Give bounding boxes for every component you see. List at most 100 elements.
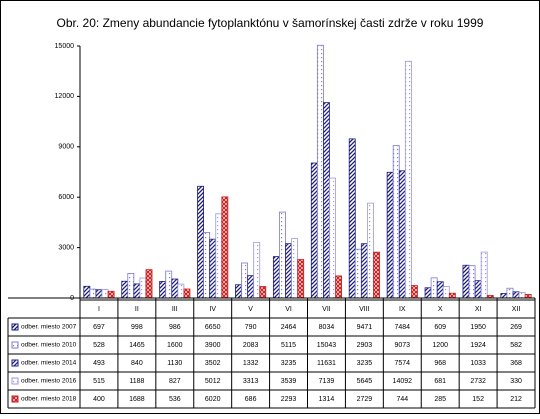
bar bbox=[506, 287, 514, 299]
bar bbox=[348, 138, 356, 299]
bar bbox=[386, 171, 394, 299]
table-value: 1200 bbox=[432, 342, 448, 349]
bar bbox=[215, 213, 223, 299]
bar bbox=[171, 278, 179, 299]
table-value: 6020 bbox=[205, 396, 221, 403]
legend-label: odber. miesto 2018 bbox=[21, 396, 77, 403]
table-value: 15043 bbox=[317, 342, 337, 349]
table-value: 5115 bbox=[281, 342, 296, 349]
table-value: 8034 bbox=[319, 324, 335, 331]
x-tick-label: VI bbox=[285, 306, 292, 313]
bar bbox=[410, 285, 418, 299]
bar bbox=[430, 277, 438, 299]
table-value: 14092 bbox=[393, 378, 413, 385]
table-value: 2732 bbox=[470, 378, 486, 385]
bar bbox=[373, 251, 380, 299]
bar bbox=[316, 44, 324, 299]
bar bbox=[221, 196, 229, 299]
bar bbox=[367, 202, 374, 299]
table-value: 1332 bbox=[243, 360, 259, 367]
table-value: 528 bbox=[93, 342, 105, 349]
table-value: 1950 bbox=[470, 324, 486, 331]
bar bbox=[462, 264, 470, 299]
bar bbox=[392, 145, 400, 299]
legend-swatch bbox=[11, 359, 19, 367]
legend-swatch bbox=[11, 395, 19, 403]
legend-label: odber. miesto 2014 bbox=[21, 360, 77, 367]
legend-swatch bbox=[11, 377, 19, 385]
table-value: 827 bbox=[169, 378, 181, 385]
table-value: 7484 bbox=[395, 324, 411, 331]
table-value: 3313 bbox=[243, 378, 259, 385]
bar bbox=[354, 248, 362, 299]
bar bbox=[398, 170, 406, 299]
x-tick-label: IX bbox=[399, 306, 406, 313]
bar bbox=[335, 275, 343, 299]
table-value: 1130 bbox=[167, 360, 182, 367]
y-tick-label: 6000 bbox=[58, 194, 74, 201]
bar bbox=[83, 285, 91, 299]
bar bbox=[259, 286, 267, 299]
table-value: 1033 bbox=[470, 360, 486, 367]
bar bbox=[145, 269, 153, 299]
bar bbox=[272, 256, 280, 299]
bar bbox=[468, 265, 476, 299]
bar bbox=[209, 238, 217, 299]
bar bbox=[360, 243, 368, 299]
table-value: 968 bbox=[434, 360, 446, 367]
bar bbox=[480, 251, 488, 299]
bar bbox=[241, 262, 248, 299]
table-value: 330 bbox=[510, 378, 522, 385]
bar bbox=[235, 284, 242, 299]
table-value: 7139 bbox=[319, 378, 335, 385]
table-value: 2293 bbox=[281, 396, 297, 403]
table-value: 2464 bbox=[281, 324, 297, 331]
table-value: 212 bbox=[510, 396, 522, 403]
table-value: 609 bbox=[434, 324, 446, 331]
bar bbox=[165, 270, 173, 299]
legend-swatch bbox=[11, 323, 19, 331]
table-value: 515 bbox=[93, 378, 105, 385]
bar bbox=[436, 281, 444, 299]
bar bbox=[323, 102, 330, 299]
bar bbox=[297, 259, 305, 299]
table-value: 1188 bbox=[129, 378, 144, 385]
bar bbox=[107, 290, 115, 299]
table-value: 3235 bbox=[357, 360, 373, 367]
table-value: 7574 bbox=[395, 360, 411, 367]
table-value: 5645 bbox=[357, 378, 373, 385]
bar bbox=[203, 232, 211, 299]
bar bbox=[279, 211, 286, 299]
table-value: 1465 bbox=[129, 342, 145, 349]
y-tick-label: 15000 bbox=[55, 43, 75, 50]
chart-title: Obr. 20: Zmeny abundancie fytoplanktónu … bbox=[57, 16, 484, 30]
bar bbox=[127, 272, 135, 299]
table-value: 3502 bbox=[205, 360, 221, 367]
table-value: 686 bbox=[245, 396, 257, 403]
table-value: 744 bbox=[396, 396, 408, 403]
bar bbox=[285, 243, 292, 299]
table-value: 3539 bbox=[281, 378, 297, 385]
table-value: 582 bbox=[510, 342, 522, 349]
table-value: 681 bbox=[434, 378, 446, 385]
table-value: 11631 bbox=[317, 360, 336, 367]
bar bbox=[474, 280, 482, 299]
x-tick-label: VIII bbox=[359, 306, 370, 313]
bar bbox=[247, 275, 255, 299]
table-value: 697 bbox=[93, 324, 105, 331]
x-tick-label: XII bbox=[512, 306, 521, 313]
x-tick-label: XI bbox=[475, 306, 482, 313]
x-tick-label: I bbox=[98, 306, 100, 313]
y-tick-label: 9000 bbox=[58, 144, 74, 151]
x-tick-label: X bbox=[438, 306, 443, 313]
bar bbox=[89, 288, 97, 299]
bar bbox=[159, 281, 167, 299]
table-value: 9073 bbox=[395, 342, 411, 349]
bar bbox=[500, 293, 508, 299]
legend-label: odber. miesto 2007 bbox=[21, 324, 77, 331]
table-value: 1600 bbox=[167, 342, 183, 349]
table-value: 536 bbox=[169, 396, 181, 403]
bar bbox=[524, 294, 532, 299]
bar bbox=[518, 292, 526, 299]
legend-label: odber. miesto 2016 bbox=[21, 378, 77, 385]
